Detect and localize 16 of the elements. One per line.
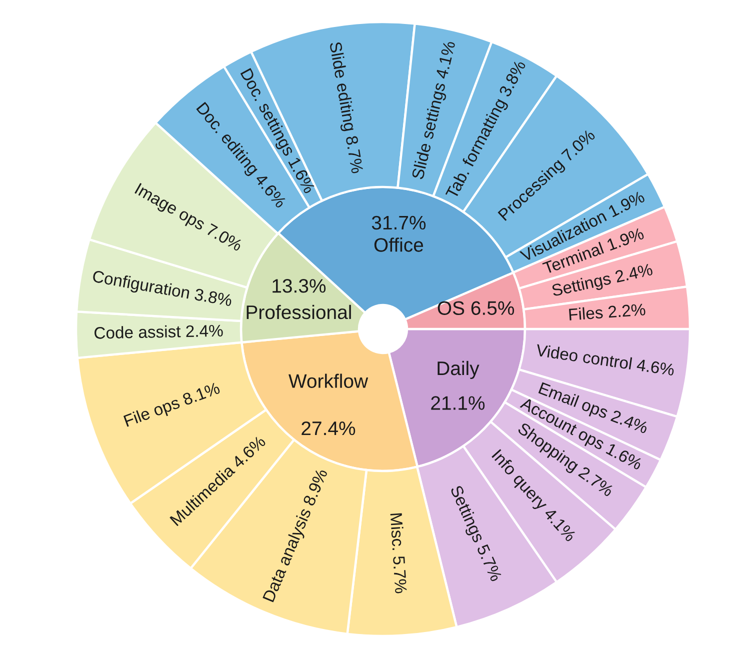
slice-label: Professional	[246, 304, 351, 320]
slice-label: Workflow	[288, 374, 368, 388]
category-label: Slide editing 8.7%	[329, 41, 364, 174]
category-label: File ops 8.1%	[123, 382, 220, 427]
category-label: Code assist 2.4%	[94, 324, 223, 339]
data-label: 21.1%	[431, 396, 485, 410]
category-label: Configuration 3.8%	[92, 270, 232, 306]
data-label: 27.4%	[302, 421, 356, 436]
slice-label: Daily	[438, 360, 480, 380]
category-label: Video control 4.6%	[536, 344, 675, 376]
slice-label: Office	[374, 238, 424, 252]
data-label: 13.3%	[272, 278, 326, 293]
category-label: Misc. 5.7%	[390, 513, 407, 594]
slice-label: OS 6.5%	[438, 301, 514, 315]
data-label: 31.7%	[372, 216, 426, 230]
category-label: Files 2.2%	[569, 304, 646, 320]
